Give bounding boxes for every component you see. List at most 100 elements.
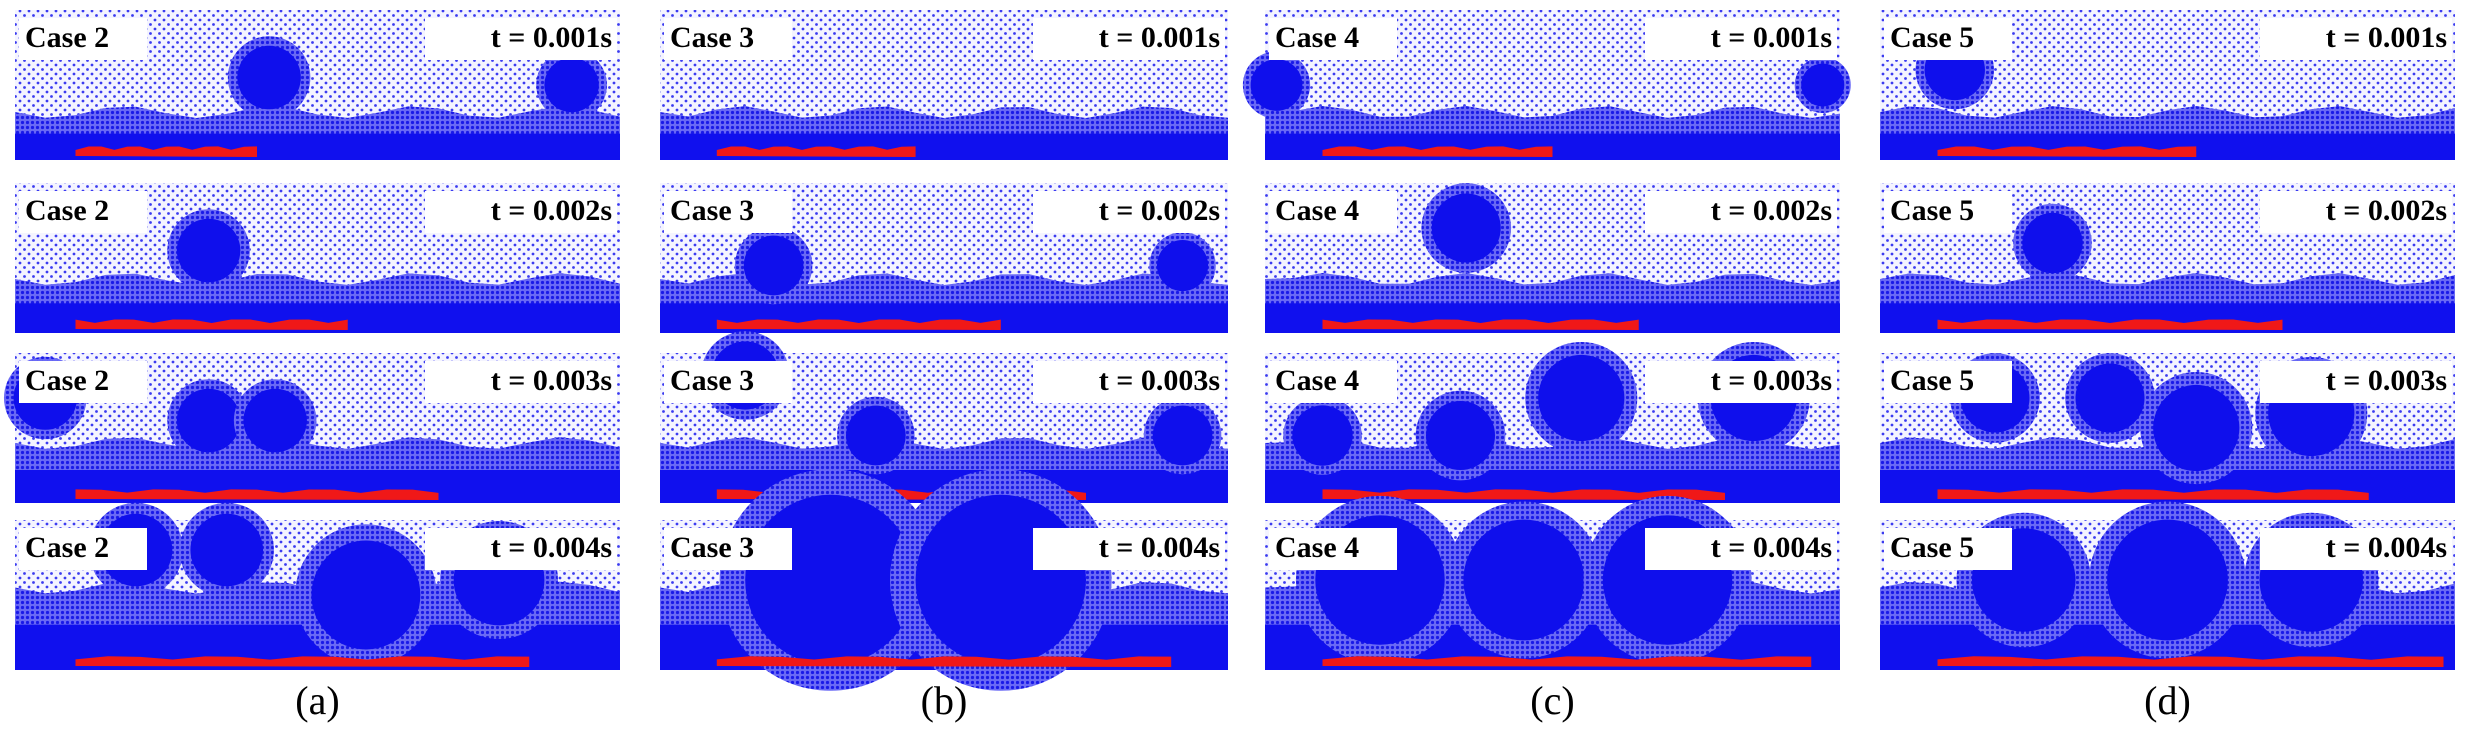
simulation-panel: Case 4 t = 0.004s	[1265, 495, 1840, 670]
bubble	[1292, 405, 1353, 466]
time-label: t = 0.001s	[1711, 21, 1832, 54]
case-label-box	[664, 191, 792, 233]
simulation-panel: Case 4 t = 0.001s	[1242, 10, 1851, 160]
bubble	[2153, 384, 2240, 472]
case-label-box	[1269, 191, 1397, 233]
case-label: Case 4	[1275, 364, 1359, 397]
time-label-box	[2260, 528, 2452, 570]
red-phase	[716, 319, 1001, 330]
time-label: t = 0.002s	[1711, 194, 1832, 227]
bubble	[2075, 363, 2145, 433]
case-label: Case 4	[1275, 194, 1359, 227]
time-label-box	[425, 191, 617, 233]
case-label-box	[19, 18, 147, 60]
bubble	[237, 45, 301, 110]
red-phase	[1937, 489, 2369, 500]
time-label-box	[2260, 18, 2452, 60]
bubble	[176, 388, 241, 453]
time-label: t = 0.001s	[2326, 21, 2447, 54]
time-label: t = 0.003s	[1711, 364, 1832, 397]
case-label-box	[1269, 18, 1397, 60]
case-label: Case 5	[1890, 194, 1974, 227]
case-label-box	[1884, 191, 2012, 233]
time-label: t = 0.002s	[1099, 194, 1220, 227]
simulation-panel: Case 5 t = 0.001s	[1880, 10, 2455, 160]
simulation-panel: Case 2 t = 0.004s	[15, 502, 620, 670]
case-label: Case 4	[1275, 531, 1359, 564]
case-label-box	[1884, 361, 2012, 403]
red-phase	[75, 489, 439, 500]
simulation-panel: Case 3 t = 0.003s	[660, 331, 1228, 503]
case-label-box	[1269, 528, 1397, 570]
time-label-box	[2260, 191, 2452, 233]
simulation-panel: Case 3 t = 0.002s	[660, 183, 1228, 333]
column-caption: (a)	[295, 678, 339, 723]
simulation-panel: Case 4 t = 0.002s	[1265, 183, 1840, 333]
bubble	[311, 540, 421, 650]
time-label-box	[1645, 191, 1837, 233]
time-label: t = 0.004s	[1711, 531, 1832, 564]
case-label: Case 3	[670, 21, 754, 54]
red-phase	[716, 146, 916, 157]
case-label: Case 3	[670, 194, 754, 227]
bubble	[190, 513, 264, 587]
time-label-box	[2260, 361, 2452, 403]
case-label: Case 3	[670, 531, 754, 564]
bubble	[743, 235, 804, 296]
bubble	[2022, 212, 2083, 274]
time-label: t = 0.001s	[1099, 21, 1220, 54]
time-label: t = 0.002s	[491, 194, 612, 227]
case-label-box	[19, 361, 147, 403]
time-label: t = 0.004s	[1099, 531, 1220, 564]
case-label: Case 2	[25, 21, 109, 54]
time-label-box	[1645, 361, 1837, 403]
case-label: Case 3	[670, 364, 754, 397]
time-label-box	[1645, 18, 1837, 60]
simulation-panel: Case 5 t = 0.002s	[1880, 183, 2455, 333]
column-caption: (c)	[1530, 678, 1574, 723]
bubble	[1538, 354, 1625, 442]
bubble	[1157, 239, 1209, 292]
red-phase	[716, 656, 1172, 667]
red-phase	[1322, 146, 1553, 157]
bubble	[1463, 519, 1585, 641]
time-label: t = 0.003s	[1099, 364, 1220, 397]
bubble	[915, 494, 1086, 666]
bubble	[1431, 193, 1501, 263]
red-phase	[1937, 146, 2197, 157]
time-label: t = 0.004s	[491, 531, 612, 564]
time-label-box	[1033, 191, 1225, 233]
simulation-panel: Case 3 t = 0.004s	[660, 469, 1228, 691]
simulation-panel: Case 5 t = 0.003s	[1880, 353, 2455, 503]
red-phase	[75, 656, 530, 667]
bubble	[1801, 63, 1845, 107]
case-label: Case 5	[1890, 531, 1974, 564]
bubble	[846, 405, 906, 466]
simulation-panel: Case 2 t = 0.002s	[15, 183, 620, 333]
case-label-box	[664, 18, 792, 60]
column-caption: (b)	[921, 678, 968, 723]
bubble	[2107, 519, 2228, 641]
bubble	[1152, 405, 1213, 466]
time-label: t = 0.002s	[2326, 194, 2447, 227]
red-phase	[1322, 319, 1639, 330]
case-label: Case 2	[25, 531, 109, 564]
case-label: Case 2	[25, 364, 109, 397]
red-phase	[1322, 489, 1725, 500]
simulation-panel: Case 2 t = 0.001s	[15, 10, 620, 160]
red-phase	[1937, 656, 2444, 667]
case-label-box	[1884, 18, 2012, 60]
red-phase	[75, 146, 257, 157]
time-label: t = 0.004s	[2326, 531, 2447, 564]
case-label-box	[19, 528, 147, 570]
time-label: t = 0.003s	[491, 364, 612, 397]
bubble	[1250, 59, 1303, 111]
time-label: t = 0.003s	[2326, 364, 2447, 397]
simulation-panel: Case 2 t = 0.003s	[3, 353, 620, 503]
red-phase	[75, 319, 348, 330]
simulation-panel: Case 5 t = 0.004s	[1880, 501, 2455, 670]
case-label-box	[664, 361, 792, 403]
red-phase	[1937, 319, 2283, 330]
